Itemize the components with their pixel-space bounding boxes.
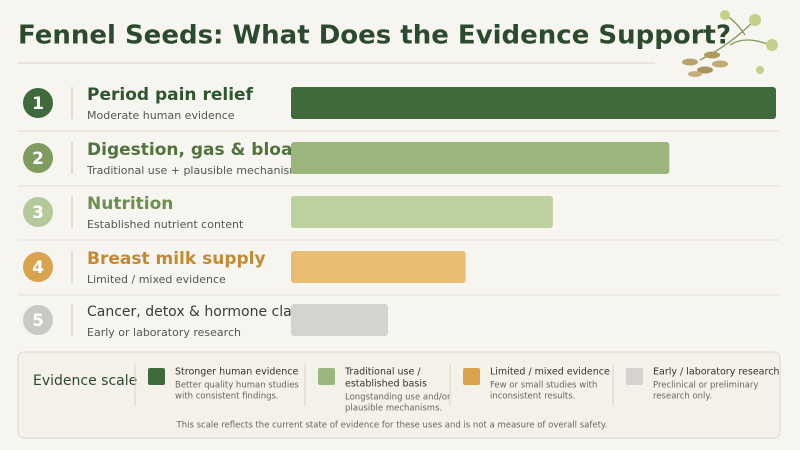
number-badge (23, 88, 53, 118)
category-label: Breast milk supply (87, 249, 266, 269)
legend-description: with consistent findings. (175, 392, 279, 402)
number-badge (23, 305, 53, 335)
legend-swatch (463, 368, 480, 385)
legend-box (17, 351, 781, 439)
category-description: Established nutrient content (87, 218, 244, 231)
legend-description: research only. (653, 392, 712, 402)
category-description: Moderate human evidence (87, 109, 235, 122)
legend-title: Evidence scale (33, 373, 137, 389)
legend-description: Better quality human studies (175, 381, 299, 391)
legend-description: Longstanding use and/or (345, 393, 451, 403)
number-badge (23, 197, 53, 227)
number-badge (23, 252, 53, 282)
category-description: Limited / mixed evidence (87, 273, 226, 286)
category-description: Early or laboratory research (87, 326, 241, 339)
legend-name: Stronger human evidence (175, 367, 298, 378)
legend-name: Limited / mixed evidence (490, 367, 610, 378)
bar (291, 87, 776, 119)
category-description: Traditional use + plausible mechanism (86, 164, 300, 177)
number-label: 5 (32, 311, 44, 331)
chart-title: Fennel Seeds: What Does the Evidence Sup… (18, 21, 731, 51)
number-label: 3 (32, 203, 44, 223)
legend-swatch (318, 368, 335, 385)
category-label: Period pain relief (87, 85, 254, 105)
bar (291, 142, 670, 174)
fennel-decoration (682, 10, 778, 77)
number-badge (23, 143, 53, 173)
category-label: Digestion, gas & bloating (87, 140, 331, 160)
bar (291, 304, 388, 336)
bar (291, 196, 553, 228)
legend-swatch (148, 368, 165, 385)
legend-swatch (626, 368, 643, 385)
legend-description: Few or small studies with (490, 381, 597, 391)
footnote: This scale reflects the current state of… (176, 421, 608, 431)
legend-name: Early / laboratory research (653, 367, 779, 378)
number-label: 1 (32, 94, 44, 114)
legend-name: established basis (345, 379, 427, 390)
category-label: Cancer, detox & hormone claims (87, 304, 317, 320)
legend-description: inconsistent results. (490, 392, 575, 402)
number-label: 4 (32, 258, 44, 278)
legend-description: Preclinical or preliminary (653, 381, 758, 391)
bar (291, 251, 466, 283)
number-label: 2 (32, 149, 44, 169)
legend-description: plausible mechanisms. (345, 404, 442, 414)
legend-name: Traditional use / (344, 367, 421, 378)
category-label: Nutrition (87, 194, 173, 214)
